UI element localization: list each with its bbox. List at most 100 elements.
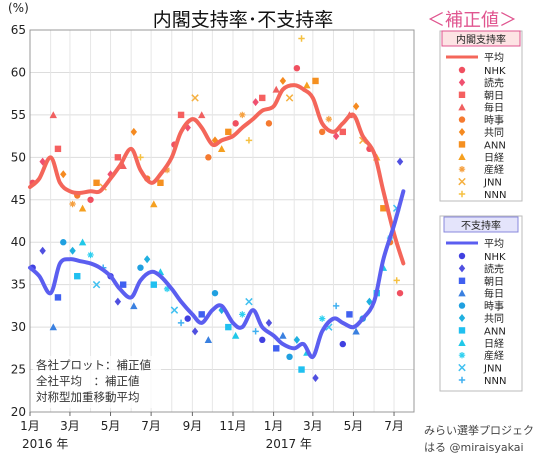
- x-tick-label: 7月: [384, 419, 404, 433]
- legend-label: 共同: [484, 127, 504, 139]
- legend-marker: [458, 376, 466, 384]
- legend-marker: [458, 277, 466, 284]
- legend-label: JNN: [483, 178, 502, 189]
- data-point: [273, 345, 280, 352]
- legend-label: 共同: [484, 313, 504, 325]
- legend-label: 読売: [484, 262, 504, 275]
- data-point: [312, 77, 319, 85]
- data-point: [191, 94, 199, 102]
- legend-label: ANN: [484, 326, 506, 337]
- data-point: [130, 127, 138, 136]
- data-point: [239, 111, 246, 119]
- data-point: [318, 315, 326, 322]
- data-point: [205, 154, 212, 161]
- legend-label: NHK: [484, 66, 506, 77]
- approval-average-line: [28, 83, 406, 266]
- disapproval-legend-title: 不支持率: [461, 219, 501, 232]
- data-point: [252, 328, 259, 335]
- data-point: [293, 65, 301, 72]
- data-point: [87, 251, 94, 259]
- data-point: [232, 120, 239, 127]
- legend-marker: [458, 352, 466, 359]
- data-point: [92, 280, 101, 289]
- data-point: [49, 323, 57, 331]
- legend-label: 日経: [484, 337, 504, 350]
- x-tick-label: 7月: [141, 419, 161, 433]
- data-point: [74, 272, 81, 280]
- legend-label: ANN: [484, 140, 506, 151]
- data-point: [245, 137, 253, 144]
- approval-points: [29, 35, 404, 297]
- legend-marker: [458, 153, 466, 160]
- data-point: [285, 94, 294, 102]
- y-axis-label: (%): [8, 1, 29, 15]
- disapproval-legend-box: [439, 215, 523, 392]
- data-point: [198, 111, 206, 119]
- data-point: [163, 166, 171, 174]
- approval-average-label: 平均: [484, 52, 504, 64]
- data-point: [69, 200, 76, 208]
- x-tick-label: 5月: [344, 419, 364, 433]
- data-point: [298, 35, 305, 42]
- y-tick-label: 30: [11, 320, 26, 334]
- data-point: [60, 239, 67, 246]
- method-note-2: 全社平均 ：補正値: [36, 374, 140, 388]
- data-point: [49, 111, 57, 119]
- method-notes-box: [33, 356, 161, 408]
- data-point: [352, 327, 360, 335]
- data-point: [150, 200, 158, 208]
- data-point: [231, 331, 240, 339]
- x-tick-label: 3月: [303, 419, 323, 433]
- data-point: [137, 264, 144, 271]
- legend-marker: [458, 141, 466, 148]
- data-point: [78, 238, 87, 246]
- legend-marker: [458, 314, 466, 322]
- data-point: [293, 335, 301, 344]
- method-note-1: 各社プロット：補正値: [36, 358, 151, 372]
- data-point: [163, 285, 171, 293]
- data-point: [265, 318, 273, 327]
- chart-subtitle: ＜補正値＞: [427, 10, 517, 31]
- data-point: [93, 179, 100, 186]
- data-point: [352, 102, 360, 111]
- legend-label: 産経: [484, 349, 504, 362]
- data-point: [54, 145, 62, 153]
- data-point: [119, 162, 127, 170]
- data-point: [259, 94, 266, 102]
- legend-marker: [458, 363, 466, 372]
- data-point: [245, 297, 253, 306]
- data-point: [225, 128, 232, 136]
- legend-label: NNN: [484, 190, 506, 201]
- y-tick-label: 50: [11, 150, 26, 164]
- legend-marker: [458, 177, 466, 186]
- data-point: [346, 311, 353, 318]
- x-tick-label: 3月: [60, 419, 80, 433]
- data-point: [204, 336, 213, 344]
- legend-label: 読売: [484, 76, 504, 89]
- plot-frame: [29, 29, 415, 413]
- legend-marker: [458, 264, 466, 273]
- legend-marker: [458, 190, 466, 198]
- disapproval-legend-header: [443, 216, 519, 233]
- data-point: [318, 128, 326, 136]
- y-tick-label: 35: [11, 278, 26, 292]
- legend-label: 毎日: [484, 287, 504, 300]
- legend-label: 朝日: [484, 276, 504, 288]
- data-point: [252, 98, 259, 107]
- data-point: [130, 302, 138, 310]
- data-point: [137, 154, 144, 161]
- y-tick-label: 65: [11, 23, 26, 37]
- y-tick-label: 20: [11, 405, 26, 419]
- data-point: [339, 340, 346, 348]
- data-point: [114, 297, 122, 306]
- legend-marker: [458, 302, 466, 309]
- legend-marker: [458, 116, 466, 123]
- data-point: [87, 196, 94, 203]
- legend-marker: [458, 289, 466, 297]
- legend-marker: [458, 252, 466, 260]
- legend-label: 日経: [484, 151, 504, 164]
- data-point: [366, 297, 373, 306]
- data-point: [217, 145, 226, 153]
